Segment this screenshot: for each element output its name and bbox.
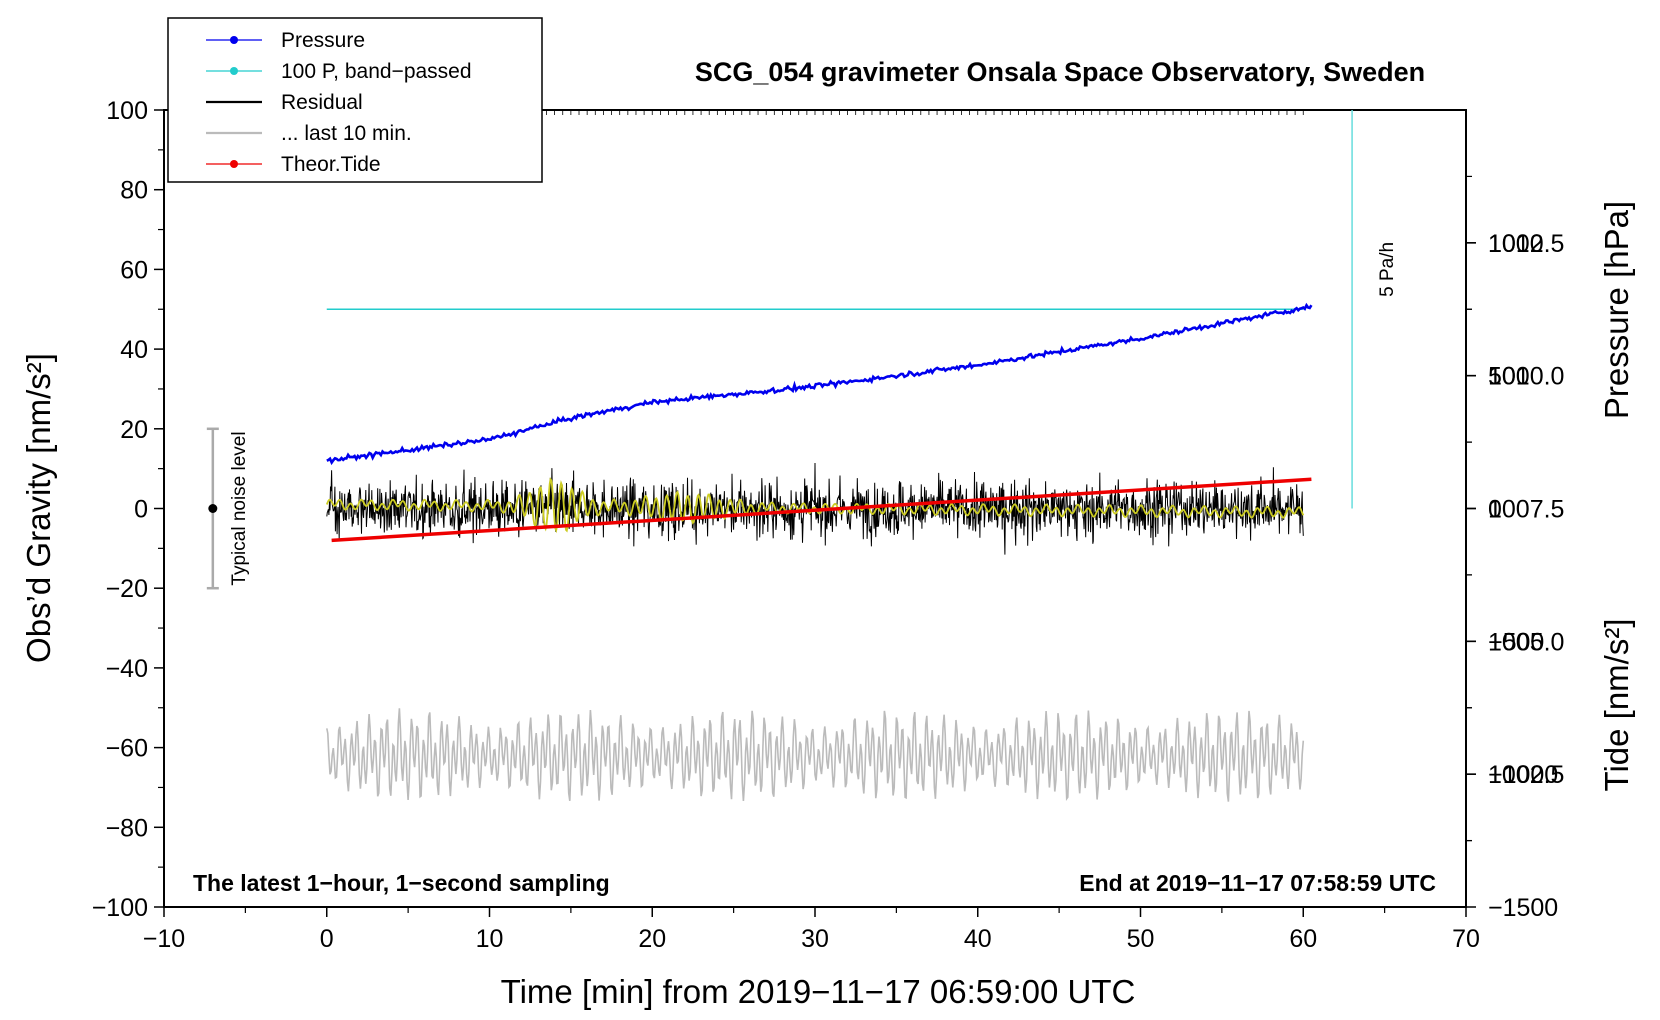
x-tick-label: 50 xyxy=(1127,925,1155,953)
tide-tick-label: −500 xyxy=(1488,628,1544,656)
legend-label: Theor.Tide xyxy=(281,153,381,176)
legend-swatch-marker xyxy=(230,67,238,75)
chart-annotations: 5 Pa/h Typical noise level xyxy=(206,110,1398,590)
pressure-tick-label: 1010.0 xyxy=(1488,363,1564,391)
pressure-tick-label: 1005.0 xyxy=(1488,628,1564,656)
legend-label: Pressure xyxy=(281,29,365,52)
chart-title: SCG_054 gravimeter Onsala Space Observat… xyxy=(695,57,1425,87)
x-axis-title: Time [min] from 2019−11−17 06:59:00 UTC xyxy=(501,973,1136,1010)
rate-marker-label: 5 Pa/h xyxy=(1377,242,1398,297)
series-residual xyxy=(326,462,1304,555)
y-tick-label: −100 xyxy=(92,894,148,922)
y-tick-label: −20 xyxy=(106,575,148,603)
x-tick-label: 0 xyxy=(320,925,334,953)
end-time-note: End at 2019−11−17 07:58:59 UTC xyxy=(1079,870,1436,896)
pressure-tick-label: 1007.5 xyxy=(1488,496,1564,524)
y-tick-label: −40 xyxy=(106,655,148,683)
sampling-note: The latest 1−hour, 1−second sampling xyxy=(193,870,610,896)
y-axis-tide: −1500 −1000 −500 0 500 1000 xyxy=(1466,230,1558,922)
tide-tick-label: 0 xyxy=(1488,496,1502,524)
legend-box xyxy=(167,17,543,183)
legend-label: ... last 10 min. xyxy=(281,122,412,145)
pressure-tick-label: 1002.5 xyxy=(1488,761,1564,789)
x-tick-label: −10 xyxy=(143,925,185,953)
y-tick-label: −80 xyxy=(106,814,148,842)
legend-swatch-marker xyxy=(230,36,238,44)
series-pressure xyxy=(326,302,1313,466)
y-axis-pressure-title: Pressure [hPa] xyxy=(1598,201,1635,419)
y-axis-left: −100 −80 −60 −40 −20 0 20 40 60 80 100 xyxy=(92,97,164,922)
x-tick-label: 30 xyxy=(801,925,829,953)
x-tick-label: 20 xyxy=(638,925,666,953)
legend-label: 100 P, band−passed xyxy=(281,60,472,83)
y-tick-label: −60 xyxy=(106,735,148,763)
legend-label: Residual xyxy=(281,91,363,114)
noise-bar-center xyxy=(208,504,218,513)
tide-tick-label: −1500 xyxy=(1488,894,1558,922)
y-tick-label: 20 xyxy=(120,416,148,444)
y-tick-label: 100 xyxy=(106,97,148,125)
noise-bar-label: Typical noise level xyxy=(229,431,250,585)
y-axis-left-title: Obs’d Gravity [nm/s²] xyxy=(20,353,57,663)
legend: Pressure 100 P, band−passed Residual ... la… xyxy=(167,17,543,183)
y-tick-label: 0 xyxy=(134,496,148,524)
tide-tick-label: 1000 xyxy=(1488,230,1544,258)
y-axis-tide-title: Tide [nm/s²] xyxy=(1598,619,1635,792)
x-tick-label: 60 xyxy=(1289,925,1317,953)
x-tick-label: 10 xyxy=(476,925,504,953)
legend-swatch-marker xyxy=(230,160,238,168)
x-tick-label: 40 xyxy=(964,925,992,953)
tide-tick-label: −1000 xyxy=(1488,761,1558,789)
series-theoretical-tide xyxy=(331,477,1312,543)
y-tick-label: 40 xyxy=(120,336,148,364)
series-last-10-min xyxy=(326,708,1305,802)
y-tick-label: 80 xyxy=(120,177,148,205)
series-filtered-residual xyxy=(325,477,1305,534)
plot-series xyxy=(325,302,1313,802)
x-axis: −10 0 10 20 30 40 50 60 70 xyxy=(143,110,1480,953)
y-tick-label: 60 xyxy=(120,256,148,284)
pressure-tick-label: 1012.5 xyxy=(1488,230,1564,258)
tide-tick-label: 500 xyxy=(1488,363,1530,391)
y-axis-pressure: 1002.5 1005.0 1007.5 1010.0 1012.5 xyxy=(1466,175,1564,842)
x-tick-label: 70 xyxy=(1452,925,1480,953)
